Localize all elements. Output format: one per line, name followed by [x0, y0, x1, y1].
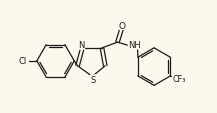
Text: S: S [90, 75, 96, 84]
Text: Cl: Cl [18, 57, 27, 66]
Text: N: N [78, 41, 85, 50]
Text: CF₃: CF₃ [172, 75, 186, 84]
Text: NH: NH [128, 41, 141, 50]
Text: O: O [119, 21, 126, 30]
